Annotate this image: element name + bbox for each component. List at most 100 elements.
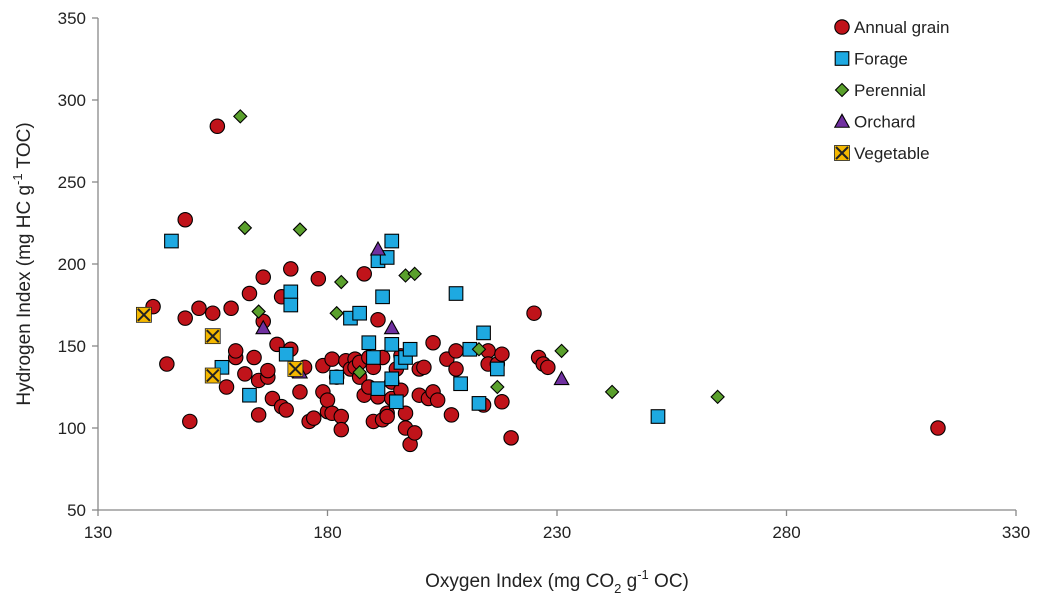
forage-point (361, 335, 377, 351)
vegetable-point (204, 367, 221, 384)
forage-point (384, 371, 400, 387)
legend-marker-orchard (833, 113, 851, 128)
forage-point (283, 297, 299, 313)
forage-point (650, 409, 666, 424)
annual-grain-point (278, 402, 294, 418)
forage-point (384, 337, 400, 352)
legend-label-perennial: Perennial (854, 81, 926, 100)
vegetable-point (135, 306, 152, 323)
legend-label-annual-grain: Annual grain (854, 18, 949, 37)
perennial-point (237, 220, 253, 236)
x-tick-label: 180 (313, 523, 341, 542)
annual-grain-point (237, 366, 253, 382)
orchard-point (255, 319, 272, 335)
y-tick-label: 50 (67, 501, 86, 520)
annual-grain-point (182, 413, 198, 430)
forage-point (402, 341, 418, 357)
x-axis-title: Oxygen Index (mg CO2 g-1 OC) (425, 567, 689, 596)
annual-grain-point (177, 310, 193, 326)
perennial-point (352, 364, 367, 380)
perennial-point (490, 379, 505, 395)
legend-item-annual-grain: Annual grain (834, 18, 949, 37)
x-tick-label: 230 (543, 523, 571, 542)
y-tick-label: 300 (58, 91, 86, 110)
axes: 130 180 230 280 330 50 100 150 200 250 300 350 (58, 9, 1031, 542)
annual-grain-point (292, 384, 308, 400)
annual-grain-point (503, 430, 519, 446)
annual-grain-point (370, 312, 386, 328)
annual-grain-point (494, 394, 510, 410)
annual-grain-point (255, 269, 271, 285)
annual-grain-point (356, 266, 372, 282)
annual-grain-point (177, 211, 193, 228)
legend-marker-annual-grain (834, 19, 850, 35)
y-tick-label: 100 (58, 419, 86, 438)
legend-item-perennial: Perennial (834, 81, 926, 100)
legend-label-orchard: Orchard (854, 113, 915, 132)
perennial-point (233, 109, 248, 124)
y-axis-ticks: 50 100 150 200 250 300 350 (58, 9, 98, 520)
annual-grain-point (191, 300, 207, 317)
annual-grain-point (333, 421, 350, 438)
vegetable-point (287, 361, 304, 377)
annual-grain-point (379, 408, 395, 425)
forage-point (283, 284, 299, 300)
y-tick-label: 250 (58, 173, 86, 192)
x-tick-label: 130 (84, 523, 112, 542)
annual-grain-point (443, 407, 460, 423)
annual-grain-point (448, 361, 464, 377)
annual-grain-point (416, 359, 432, 376)
perennial-point (554, 343, 569, 359)
legend-label-vegetable: Vegetable (854, 144, 930, 163)
y-tick-label: 200 (58, 255, 86, 274)
annual-grain-point (250, 407, 267, 423)
forage-point (448, 286, 464, 301)
forage-point (278, 346, 294, 362)
annual-grain-point (930, 420, 946, 436)
annual-grain-point (540, 359, 556, 376)
perennial-point (407, 266, 422, 282)
legend-marker-perennial (834, 82, 850, 98)
annual-grain-point (429, 392, 446, 408)
annual-grain-point (319, 392, 336, 408)
perennial-point (471, 342, 487, 357)
annual-grain-point (448, 343, 464, 359)
perennial-point (333, 274, 349, 290)
legend-marker-vegetable (834, 145, 850, 161)
forage-point (476, 325, 491, 341)
annual-grain-point (305, 410, 322, 426)
annual-grain-point (246, 349, 262, 366)
forage-point (366, 350, 381, 365)
forage-point (352, 305, 367, 321)
orchard-point (369, 240, 387, 256)
annual-grain-point (227, 343, 244, 359)
forage-point (242, 387, 257, 403)
annual-grain-point (494, 346, 510, 362)
forage-point (370, 381, 386, 396)
annual-grain-point (526, 305, 542, 321)
perennial-point (292, 222, 308, 237)
annual-grain-point (260, 362, 276, 379)
annual-grain-point (333, 408, 350, 425)
y-tick-label: 150 (58, 337, 86, 356)
forage-point (489, 361, 505, 377)
legend: Annual grain Forage Perennial Orchard Vegeta… (833, 18, 949, 163)
x-tick-label: 330 (1002, 523, 1030, 542)
perennial-point (329, 305, 344, 321)
orchard-point (553, 370, 570, 386)
perennial-point (604, 384, 620, 400)
x-axis-ticks: 130 180 230 280 330 (84, 510, 1030, 542)
annual-grain-point (205, 305, 221, 321)
forage-point (384, 233, 400, 249)
legend-item-vegetable: Vegetable (834, 144, 930, 163)
forage-point (164, 233, 179, 249)
perennial-point (251, 304, 266, 319)
annual-grain-point (218, 379, 235, 395)
annual-grain-point (406, 425, 423, 441)
forage-point (453, 376, 468, 392)
annual-grain-point (241, 285, 258, 302)
x-tick-label: 280 (772, 523, 800, 542)
annual-grain-point (425, 334, 441, 351)
annual-grain-point (310, 271, 327, 287)
